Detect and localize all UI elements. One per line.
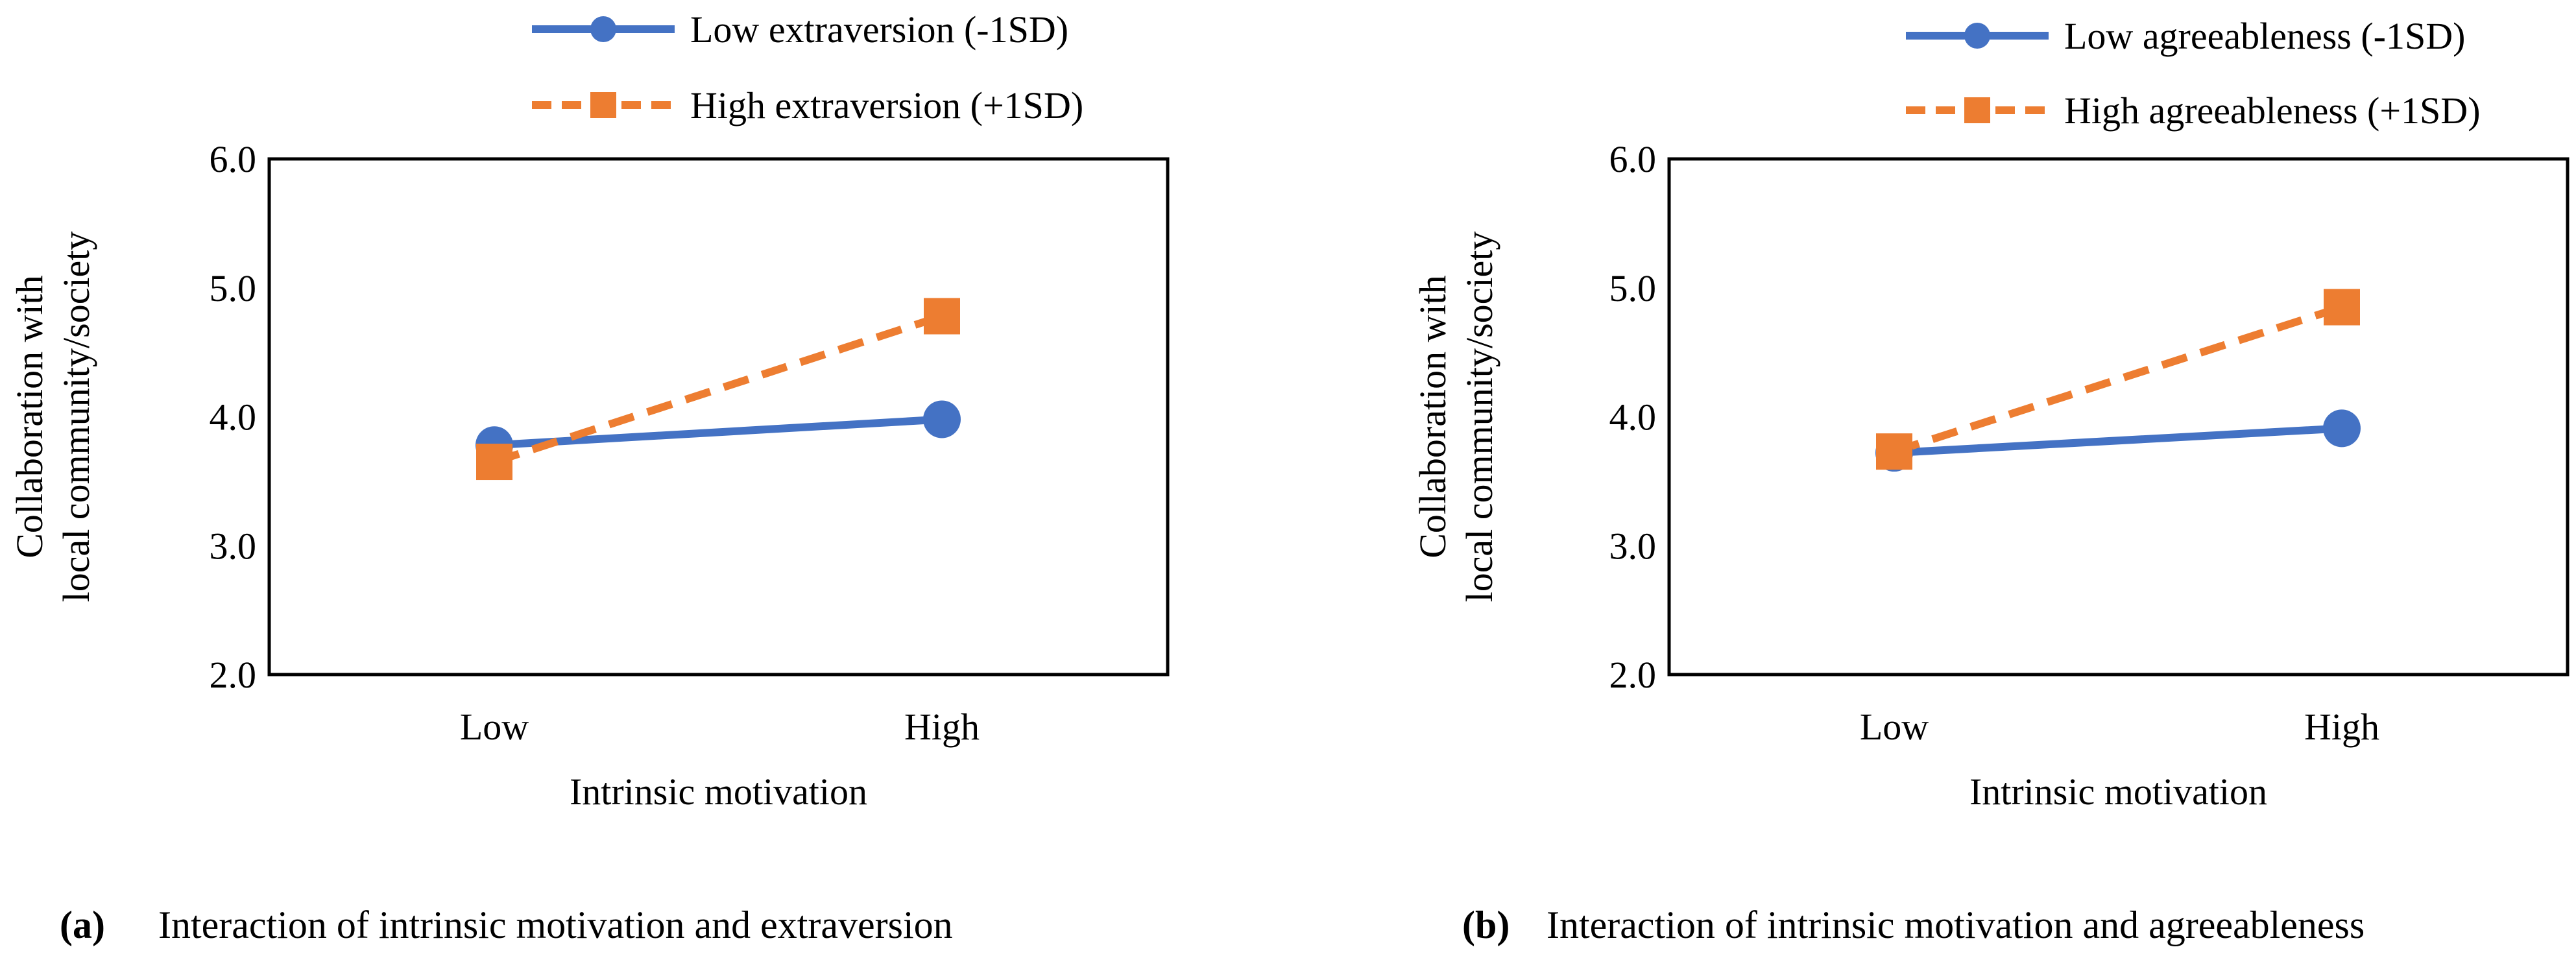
x-tick-label: Low <box>460 706 529 748</box>
caption-a-text: Interaction of intrinsic motivation and … <box>158 904 953 946</box>
y-axis-label-line-2: local community/society <box>1458 232 1500 603</box>
caption-b-text: Interaction of intrinsic motivation and … <box>1547 904 2365 946</box>
y-tick-label: 2.0 <box>1609 654 1657 696</box>
data-point-high-low <box>476 444 512 481</box>
y-tick-label: 5.0 <box>210 267 257 309</box>
caption-b-tag: (b) <box>1462 904 1510 946</box>
y-axis-label-line-1: Collaboration with <box>1412 275 1454 558</box>
y-tick-label: 3.0 <box>210 525 257 567</box>
legend-marker-high <box>1964 97 1990 123</box>
x-tick-label: High <box>904 706 980 748</box>
legend-label-low: Low agreeableness (-1SD) <box>2064 15 2465 57</box>
y-tick-label: 4.0 <box>1609 396 1657 438</box>
y-tick-label: 4.0 <box>210 396 257 438</box>
x-tick-label: Low <box>1860 706 1929 748</box>
plot-frame <box>267 157 1170 677</box>
series-line-low <box>494 415 943 449</box>
data-point-low-high <box>923 400 961 438</box>
y-tick-label: 6.0 <box>1609 138 1657 180</box>
panel-a: 2.0 3.0 4.0 5.0 6.0 Low High Intrinsic motivati… <box>8 8 1170 813</box>
x-tick-label: High <box>2304 706 2379 748</box>
data-point-high-high <box>2324 289 2360 326</box>
plot-frame <box>1667 157 2570 677</box>
caption-a-tag: (a) <box>60 904 105 946</box>
x-axis-label: Intrinsic motivation <box>570 771 867 813</box>
legend-marker-low <box>590 16 616 42</box>
x-axis-label: Intrinsic motivation <box>1969 771 2267 813</box>
legend-label-high: High extraversion (+1SD) <box>690 84 1083 126</box>
y-tick-label: 6.0 <box>210 138 257 180</box>
y-tick-label: 5.0 <box>1609 267 1657 309</box>
legend-label-low: Low extraversion (-1SD) <box>690 8 1068 51</box>
panel-b: 2.0 3.0 4.0 5.0 6.0 Low High Intrinsic motivati… <box>1412 15 2570 813</box>
y-tick-label: 2.0 <box>210 654 257 696</box>
y-axis-label-line-2: local community/society <box>55 232 97 603</box>
series-line-low <box>1894 424 2342 457</box>
data-point-high-high <box>924 298 960 335</box>
data-point-high-low <box>1876 433 1912 470</box>
y-tick-label: 3.0 <box>1609 525 1657 567</box>
legend-label-high: High agreeableness (+1SD) <box>2064 90 2481 132</box>
data-point-low-high <box>2323 409 2361 448</box>
legend-marker-high <box>590 92 616 118</box>
legend-marker-low <box>1964 23 1990 49</box>
y-axis-label-line-1: Collaboration with <box>8 275 51 558</box>
